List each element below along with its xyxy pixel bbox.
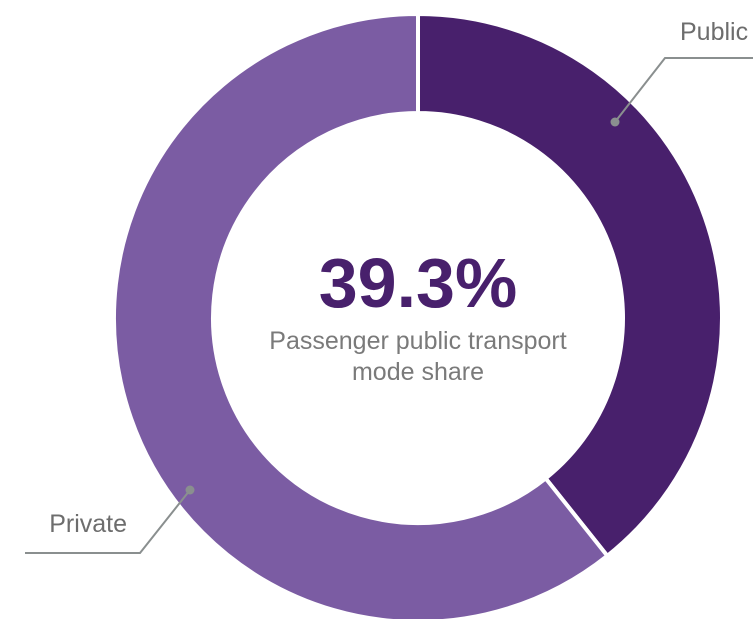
donut-slice [112, 11, 611, 619]
leader-line [614, 57, 753, 123]
center-subtitle-box: Passenger public transport mode share [269, 327, 567, 386]
category-label: Public [680, 18, 748, 46]
leader-dot [610, 117, 620, 127]
category-label: Private [49, 510, 127, 538]
donut-slice [416, 11, 724, 559]
leader-dot [185, 485, 195, 495]
leader-line [25, 489, 191, 554]
center-value: 39.3% [319, 244, 517, 322]
center-subtitle: Passenger public transport mode share [269, 327, 567, 386]
